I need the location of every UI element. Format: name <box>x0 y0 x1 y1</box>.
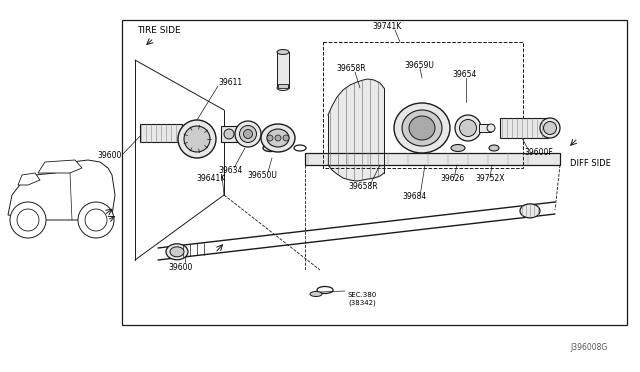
Text: 39611: 39611 <box>218 77 242 87</box>
Ellipse shape <box>460 119 477 137</box>
Bar <box>122 20 627 325</box>
Bar <box>323 42 523 168</box>
Ellipse shape <box>184 126 210 152</box>
Text: TIRE SIDE: TIRE SIDE <box>137 26 180 35</box>
Text: 39650U: 39650U <box>247 170 277 180</box>
Text: DIFF SIDE: DIFF SIDE <box>570 158 611 167</box>
Bar <box>277 52 289 88</box>
Text: 39600: 39600 <box>168 263 193 273</box>
Ellipse shape <box>261 124 295 152</box>
Circle shape <box>275 135 281 141</box>
Ellipse shape <box>451 144 465 151</box>
Text: 39658R: 39658R <box>348 182 378 190</box>
Text: 39684: 39684 <box>402 192 426 201</box>
Text: 39741K: 39741K <box>372 22 401 31</box>
Text: J396008G: J396008G <box>571 343 608 353</box>
Bar <box>479 124 491 132</box>
Bar <box>278 84 288 88</box>
Polygon shape <box>38 160 82 173</box>
Circle shape <box>17 209 39 231</box>
Ellipse shape <box>489 145 499 151</box>
Ellipse shape <box>178 120 216 158</box>
Bar <box>500 118 548 138</box>
Ellipse shape <box>409 116 435 140</box>
Ellipse shape <box>455 115 481 141</box>
Ellipse shape <box>310 292 322 296</box>
Circle shape <box>85 209 107 231</box>
Bar <box>140 124 182 142</box>
Circle shape <box>267 135 273 141</box>
Circle shape <box>283 135 289 141</box>
Ellipse shape <box>543 122 557 135</box>
Ellipse shape <box>166 244 188 260</box>
Text: 39641K: 39641K <box>196 173 225 183</box>
Text: 39658R: 39658R <box>336 64 365 73</box>
Circle shape <box>10 202 46 238</box>
Text: 39659U: 39659U <box>404 61 434 70</box>
Bar <box>305 153 560 165</box>
Text: 39634: 39634 <box>218 166 243 174</box>
Text: 39752X: 39752X <box>475 173 504 183</box>
Ellipse shape <box>520 204 540 218</box>
Ellipse shape <box>540 118 560 138</box>
Bar <box>221 126 237 142</box>
Ellipse shape <box>402 110 442 146</box>
Polygon shape <box>18 173 40 185</box>
Circle shape <box>224 129 234 139</box>
Ellipse shape <box>267 129 289 147</box>
Text: 39626: 39626 <box>440 173 464 183</box>
Ellipse shape <box>170 247 184 257</box>
Ellipse shape <box>394 103 450 153</box>
Ellipse shape <box>277 49 289 55</box>
Ellipse shape <box>487 124 495 132</box>
Ellipse shape <box>239 125 257 142</box>
Text: 39654: 39654 <box>452 70 476 78</box>
Text: SEC.380
(38342): SEC.380 (38342) <box>348 292 377 305</box>
Ellipse shape <box>235 121 261 147</box>
Ellipse shape <box>243 129 253 138</box>
Text: 39600: 39600 <box>97 151 122 160</box>
Text: 39600F: 39600F <box>524 148 553 157</box>
Polygon shape <box>8 160 115 220</box>
Ellipse shape <box>277 86 289 90</box>
Circle shape <box>78 202 114 238</box>
